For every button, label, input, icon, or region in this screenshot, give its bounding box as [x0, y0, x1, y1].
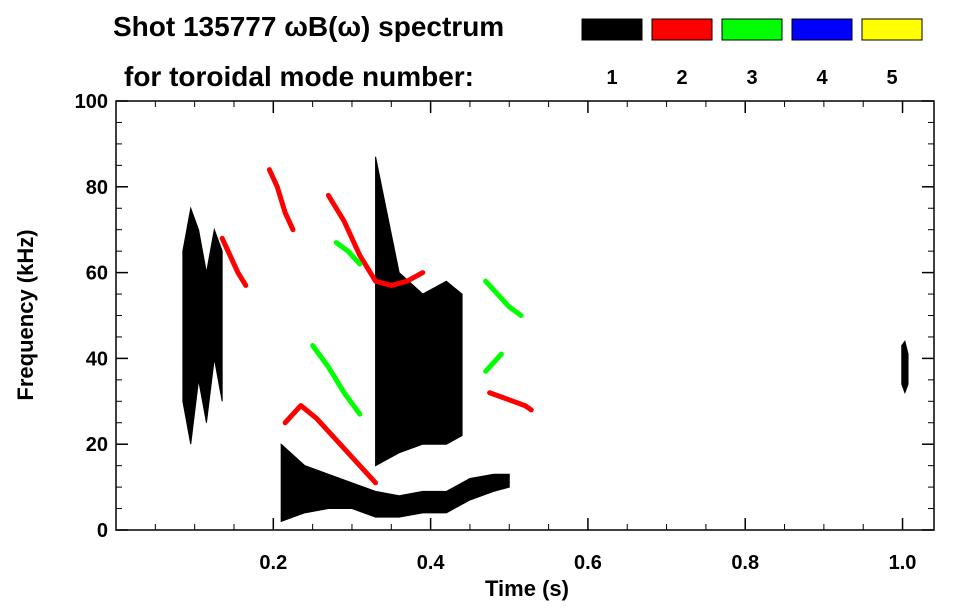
- x-axis-label: Time (s): [485, 576, 569, 601]
- x-tick-label: 0.2: [259, 552, 287, 574]
- x-tick-label: 0.6: [574, 552, 602, 574]
- legend-label-4: 4: [816, 67, 828, 89]
- y-tick-label: 40: [86, 348, 108, 370]
- series-7: [219, 235, 249, 288]
- series-5: [325, 192, 426, 288]
- y-tick-label: 80: [86, 177, 108, 199]
- y-tick-label: 20: [86, 434, 108, 456]
- spectrum-marks: [182, 156, 909, 523]
- series-3: [901, 340, 909, 395]
- series-6: [487, 390, 534, 413]
- x-tick-label: 0.4: [417, 552, 446, 574]
- legend-label-5: 5: [886, 67, 897, 89]
- chart-title-line2: for toroidal mode number:: [124, 61, 474, 92]
- y-tick-label: 0: [97, 520, 108, 542]
- legend-swatch-5: [861, 18, 923, 41]
- legend: 1 2 3 4 5: [581, 18, 923, 89]
- plot-frame: [115, 100, 935, 531]
- x-tick-label: 0.8: [731, 552, 759, 574]
- y-tick-label: 100: [75, 91, 108, 113]
- series-12: [483, 351, 504, 374]
- y-axis-label: Frequency (kHz): [13, 229, 38, 400]
- series-8: [266, 167, 296, 233]
- x-tick-label: 1.0: [889, 552, 917, 574]
- legend-label-1: 1: [606, 67, 617, 89]
- legend-label-3: 3: [746, 67, 757, 89]
- legend-label-2: 2: [676, 67, 687, 89]
- legend-swatch-1: [581, 18, 643, 41]
- series-2: [375, 156, 463, 467]
- series-4: [282, 403, 379, 486]
- series-10: [483, 278, 524, 318]
- series-1: [182, 206, 223, 445]
- chart-title-line1: Shot 135777 ωB(ω) spectrum: [113, 11, 504, 42]
- legend-swatch-3: [721, 18, 783, 41]
- y-tick-label: 60: [86, 263, 108, 285]
- series-11: [333, 240, 363, 267]
- series-9: [310, 343, 363, 417]
- series-0: [280, 443, 510, 523]
- legend-swatch-2: [651, 18, 713, 41]
- legend-swatch-4: [791, 18, 853, 41]
- axis-ticks: 0.2 0.4 0.6 0.8 1.0 0 20 40 60 80 100: [75, 91, 934, 574]
